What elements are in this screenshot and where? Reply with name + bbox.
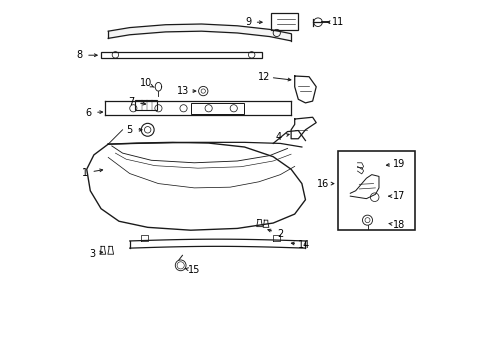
Text: 14: 14 <box>297 239 309 249</box>
Bar <box>271 13 298 30</box>
Text: 3: 3 <box>89 248 95 258</box>
Text: 12: 12 <box>258 72 270 82</box>
Text: 18: 18 <box>392 220 404 230</box>
Bar <box>135 100 156 110</box>
Text: 1: 1 <box>81 168 88 178</box>
Bar <box>190 103 244 114</box>
Text: 17: 17 <box>392 191 404 201</box>
Text: 19: 19 <box>392 159 404 169</box>
Text: 4: 4 <box>275 132 281 142</box>
Bar <box>337 151 414 230</box>
Text: 11: 11 <box>331 17 343 27</box>
Text: 6: 6 <box>85 108 91 118</box>
Bar <box>101 51 262 58</box>
Text: 8: 8 <box>76 50 82 60</box>
Text: 16: 16 <box>317 179 329 189</box>
Text: 2: 2 <box>277 229 283 239</box>
Text: 13: 13 <box>177 86 189 96</box>
Text: 10: 10 <box>140 78 152 88</box>
Text: 15: 15 <box>188 265 200 275</box>
Text: 5: 5 <box>126 125 133 135</box>
Text: 7: 7 <box>128 97 134 107</box>
Text: 9: 9 <box>244 17 251 27</box>
